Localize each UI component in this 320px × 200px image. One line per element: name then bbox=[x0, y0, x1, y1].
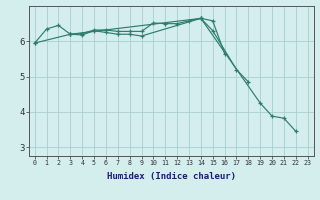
X-axis label: Humidex (Indice chaleur): Humidex (Indice chaleur) bbox=[107, 172, 236, 181]
